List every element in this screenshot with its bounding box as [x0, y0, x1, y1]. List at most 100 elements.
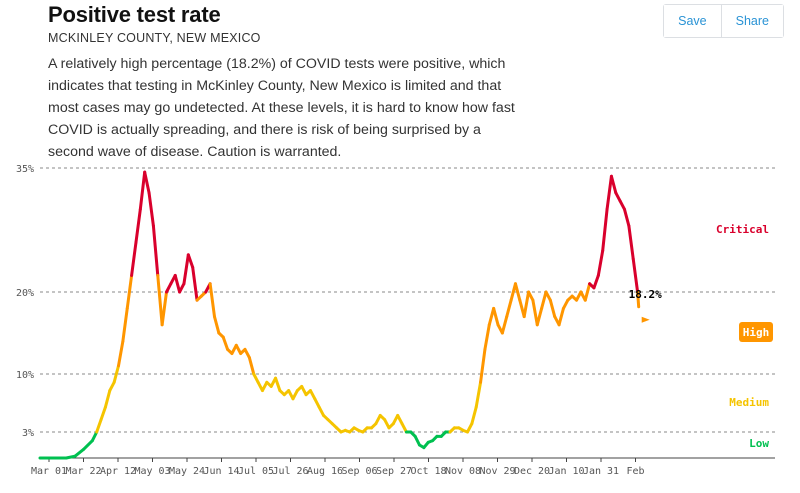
series-segment: [400, 422, 408, 434]
series-segment: [186, 253, 195, 269]
action-group: Save Share: [663, 4, 784, 38]
series-segment: [548, 298, 557, 319]
series-segment: [208, 282, 216, 319]
y-tick-label: 3%: [22, 428, 34, 439]
x-tick-label: Mar 22: [65, 466, 101, 477]
x-tick-label: Mar 01: [31, 466, 67, 477]
y-tick-label: 20%: [16, 288, 34, 299]
series-segment: [134, 207, 142, 244]
series-segment: [531, 298, 539, 327]
series-segment: [164, 282, 173, 294]
series-segment: [609, 174, 618, 195]
series-segment: [243, 347, 251, 360]
chart-title: Positive test rate: [48, 2, 221, 27]
x-tick-label: Nov 08: [445, 466, 481, 477]
x-tick-label: May 24: [169, 466, 205, 477]
series-segment: [544, 290, 552, 302]
series-segment: [483, 323, 491, 351]
x-tick-label: Feb: [626, 466, 644, 477]
series-segment: [561, 298, 570, 310]
x-tick-label: Jan 10: [548, 466, 584, 477]
series-segment: [99, 405, 107, 422]
series-segment: [182, 253, 190, 286]
series-segment: [212, 315, 221, 335]
series-segment: [156, 273, 164, 327]
series-segment: [557, 306, 565, 327]
series-segment: [125, 273, 134, 310]
series-segment: [178, 282, 186, 294]
series-segment: [173, 273, 182, 294]
zone-label: Critical: [716, 223, 769, 236]
series-segment: [191, 265, 199, 302]
series-segment: [631, 257, 640, 294]
zone-label: High: [743, 326, 770, 339]
series-segment: [151, 224, 160, 277]
x-tick-label: Oct 18: [410, 466, 446, 477]
x-tick-label: Jan 31: [583, 466, 619, 477]
x-tick-label: Jul 26: [272, 466, 308, 477]
chart-header: Positive test rate MCKINLEY COUNTY, NEW …: [48, 0, 608, 163]
series-segment: [143, 170, 151, 195]
y-tick-label: 10%: [16, 370, 34, 381]
x-tick-label: Aug 16: [307, 466, 343, 477]
series-segment: [474, 380, 483, 409]
series-segment: [300, 384, 308, 397]
series-segment: [274, 376, 282, 393]
series-segment: [291, 389, 299, 401]
series-segment: [73, 447, 86, 458]
series-segment: [627, 224, 635, 261]
series-segment: [596, 249, 605, 277]
series-segment: [313, 397, 321, 409]
series-segment: [583, 282, 592, 302]
series-segment: [147, 191, 155, 228]
series-segment: [636, 290, 641, 309]
series-segment: [614, 191, 622, 203]
series-segment: [492, 306, 500, 327]
current-value-marker: [641, 316, 650, 323]
series-segment: [522, 290, 531, 319]
series-segment: [413, 434, 421, 447]
series-segment: [535, 306, 544, 327]
series-segment: [470, 405, 478, 426]
x-tick-label: Jun 14: [203, 466, 239, 477]
y-tick-label: 35%: [16, 164, 34, 175]
share-button[interactable]: Share: [720, 5, 783, 37]
series-segment: [130, 240, 138, 277]
series-segment: [138, 170, 147, 211]
save-button[interactable]: Save: [664, 5, 721, 37]
x-tick-label: Dec 20: [514, 466, 550, 477]
x-tick-label: May 03: [134, 466, 170, 477]
x-tick-label: Apr 12: [100, 466, 136, 477]
series-segment: [308, 389, 317, 401]
series-segment: [513, 282, 522, 302]
series-segment: [605, 174, 613, 211]
zone-badge: [739, 322, 773, 342]
x-tick-label: Sep 27: [376, 466, 412, 477]
series-segment: [618, 199, 627, 211]
series-segment: [601, 207, 609, 253]
series-segment: [117, 339, 125, 368]
series-segment: [500, 315, 509, 335]
series-segment: [95, 418, 103, 434]
series-segment: [260, 380, 269, 393]
series-segment: [374, 413, 382, 426]
series-segment: [90, 430, 99, 443]
series-segment: [540, 290, 548, 310]
series-segment: [396, 413, 404, 426]
series-segment: [82, 439, 94, 451]
x-tick-label: Nov 29: [479, 466, 515, 477]
series-segment: [317, 405, 326, 417]
series-segment: [527, 290, 535, 302]
series-segment: [247, 356, 256, 376]
series-segment: [221, 335, 230, 351]
current-value-label: 18.2%: [629, 288, 662, 301]
summary-text: A relatively high percentage (18.2%) of …: [48, 56, 515, 160]
series-segment: [505, 298, 513, 319]
chart-subtitle: MCKINLEY COUNTY, NEW MEXICO: [48, 31, 261, 45]
series-segment: [479, 347, 487, 384]
series-segment: [465, 422, 474, 434]
series-segment: [623, 207, 631, 228]
x-tick-label: Sep 06: [341, 466, 377, 477]
zone-label: Medium: [729, 396, 769, 409]
series-segment: [592, 273, 600, 290]
